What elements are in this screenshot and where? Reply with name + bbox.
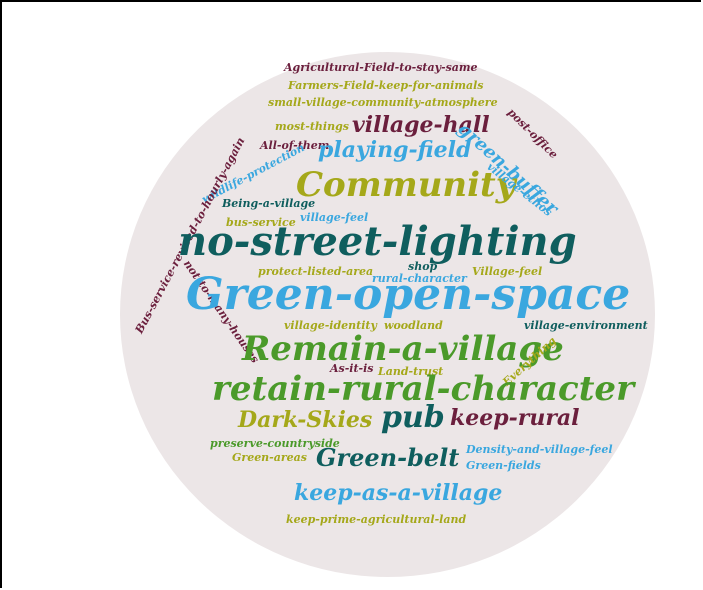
word-remain-a-village: Remain-a-village	[242, 329, 564, 369]
word-green-areas: Green-areas	[232, 451, 307, 464]
word-green-belt: Green-belt	[316, 443, 460, 472]
word-woodland: woodland	[384, 319, 443, 332]
word-village-feel: village-feel	[300, 211, 369, 224]
word-village-identity: village-identity	[284, 319, 377, 332]
word-keep-rural: keep-rural	[450, 405, 580, 431]
word-playing-field: playing-field	[318, 137, 472, 163]
word-bus-service: bus-service	[226, 216, 296, 229]
word-protect-listed-area: protect-listed-area	[258, 265, 374, 278]
word-green-fields: Green-fields	[466, 459, 541, 472]
word-keep-as-a-village: keep-as-a-village	[294, 480, 503, 506]
word-density-and-village-feel: Density-and-village-feel	[466, 443, 613, 456]
word-shop: shop	[408, 260, 438, 273]
word-rural-character: rural-character	[372, 272, 467, 285]
word-green-open-space: Green-open-space	[186, 269, 631, 320]
word-farmers-field: Farmers-Field-keep-for-animals	[288, 79, 484, 92]
word-village-environment: village-environment	[524, 319, 648, 332]
word-small-village-community: small-village-community-atmosphere	[268, 96, 498, 109]
word-pub: pub	[381, 400, 445, 435]
word-retain-rural-character: retain-rural-character	[212, 369, 634, 409]
word-preserve-countryside: preserve-countryside	[210, 437, 340, 450]
word-as-it-is: As-it-is	[330, 362, 374, 375]
word-land-trust: Land-trust	[378, 365, 444, 378]
word-most-things: most-things	[275, 120, 349, 133]
word-being-a-village: Being-a-village	[222, 197, 316, 210]
word-village-hall: village-hall	[352, 112, 490, 138]
word-agricultural-field: Agricultural-Field-to-stay-same	[284, 61, 478, 74]
word-dark-skies: Dark-Skies	[238, 407, 373, 433]
word-no-street-lighting: no-street-lighting	[178, 218, 577, 265]
word-all-of-them: All-of-them	[260, 139, 330, 152]
word-community: Community	[296, 165, 516, 205]
word-keep-prime-agricultural-land: keep-prime-agricultural-land	[286, 513, 467, 526]
word-village-feel-2: Village-feel	[472, 265, 543, 278]
word-cloud-background	[120, 52, 655, 577]
